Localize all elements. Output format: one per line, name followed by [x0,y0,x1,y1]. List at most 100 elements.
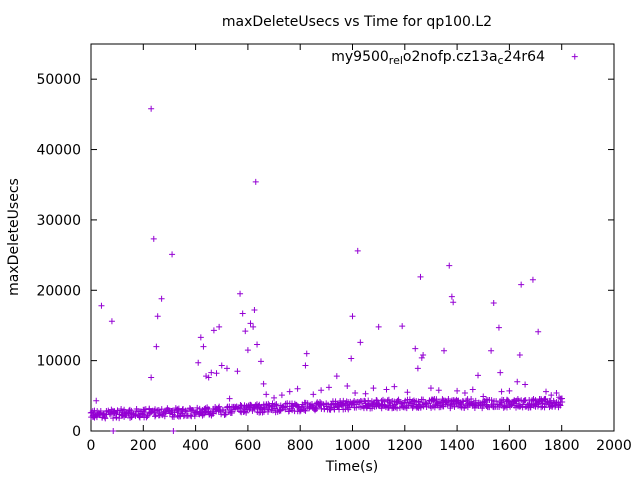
data-point [310,391,317,398]
data-point [286,388,293,395]
data-point [316,399,323,406]
x-tick-label: 1400 [439,438,475,454]
data-point [165,406,172,413]
data-point [257,358,264,365]
data-point [522,381,529,388]
data-point [497,369,504,376]
data-point [333,373,340,380]
data-point [208,369,215,376]
data-point [535,328,542,335]
data-point [548,392,555,399]
data-point [488,347,495,354]
y-tick-label: 0 [72,424,81,440]
data-point [216,403,223,410]
data-point [182,407,189,414]
data-point [312,404,319,411]
data-point [539,400,546,407]
data-point [373,397,380,404]
data-point [150,235,157,242]
data-point [420,352,427,359]
data-point [170,428,177,434]
data-point [226,395,233,402]
data-point [127,409,134,416]
data-point [223,365,230,372]
data-point [303,350,310,357]
data-point [538,397,545,404]
data-point [148,374,155,381]
data-point [325,384,332,391]
x-tick-label: 400 [182,438,209,454]
data-point [441,347,448,354]
legend-sample-marker [571,53,578,60]
x-tick-label: 1000 [335,438,371,454]
data-point [265,408,272,415]
data-point [260,380,267,387]
data-point [234,368,241,375]
y-tick-label: 40000 [36,143,81,159]
data-point [414,365,421,372]
data-point [454,387,461,394]
data-point [461,390,468,397]
data-point [422,399,429,406]
data-point [251,306,258,313]
data-point [239,310,246,317]
data-point [506,387,513,394]
data-point [357,339,364,346]
data-point [427,385,434,392]
data-point [369,405,376,412]
data-point [95,409,102,416]
data-point [514,378,521,385]
data-point [412,345,419,352]
legend-label-main: my9500 [331,49,389,65]
data-point [113,414,120,421]
data-point [210,327,217,334]
data-point [385,396,392,403]
x-axis-label: Time(s) [325,459,378,475]
legend-label-tail: 24r64 [504,49,545,65]
data-point [158,295,165,302]
data-point [278,392,285,399]
data-point [93,397,100,404]
data-point [119,411,126,418]
data-point [480,393,487,400]
x-tick-label: 0 [87,438,96,454]
data-point [475,372,482,379]
data-point [158,406,165,413]
data-point [418,354,425,361]
data-point [247,320,254,327]
data-point [446,262,453,269]
data-point [398,400,405,407]
data-point [490,299,497,306]
data-point [205,374,212,381]
data-point [383,386,390,393]
data-point [556,394,563,401]
data-point [362,390,369,397]
y-axis-label: maxDeleteUsecs [6,178,22,296]
data-point [370,385,377,392]
data-point [179,408,186,415]
x-axis: 0 200 400 600 800 1000 1200 1400 1600 1800 2000 [87,44,632,454]
data-point [155,406,162,413]
data-point [304,400,311,407]
data-point [344,382,351,389]
data-point [108,318,115,325]
data-point [200,411,207,418]
data-point [152,413,159,420]
data-point [195,359,202,366]
data-point [218,362,225,369]
x-tick-label: 1800 [544,438,580,454]
data-point [558,395,565,402]
data-point [237,290,244,297]
legend-label-sub: o [403,49,412,65]
data-point [529,276,536,283]
data-point [301,407,308,414]
data-point [504,397,511,404]
data-point [242,328,249,335]
data-point [252,178,259,185]
data-point [557,402,564,409]
data-point [541,396,548,403]
data-point [408,402,415,409]
data-point [399,323,406,330]
data-point [399,403,406,410]
